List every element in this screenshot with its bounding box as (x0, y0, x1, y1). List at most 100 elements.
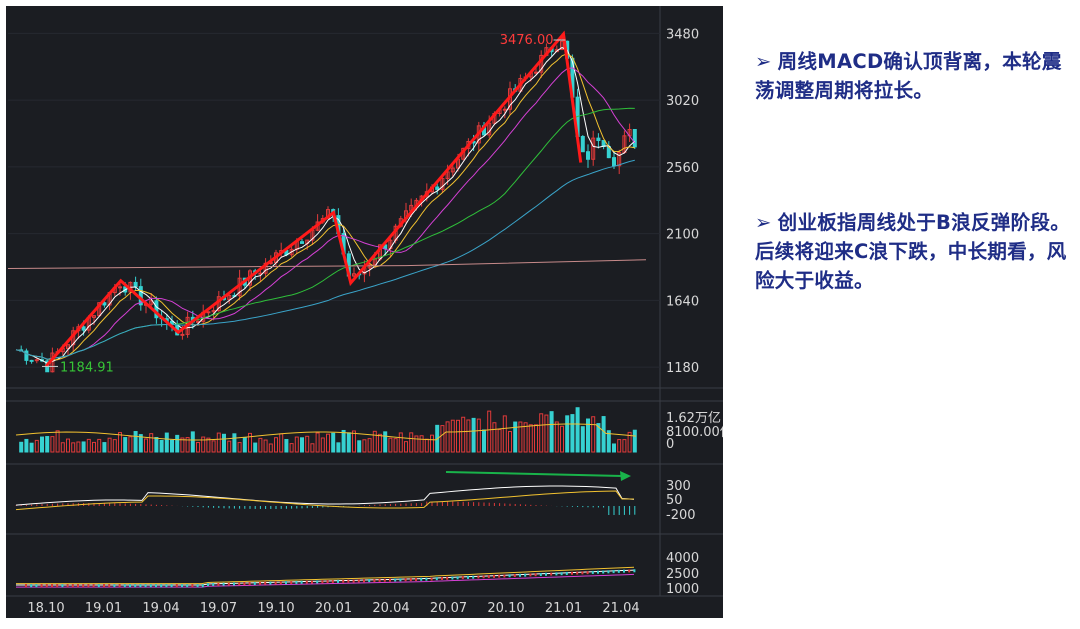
volume-bar (76, 441, 81, 453)
candle-body (617, 151, 622, 167)
volume-bar (206, 437, 211, 453)
volume-bar (352, 430, 356, 453)
macd-dea-line (15, 490, 635, 511)
indicator-mark (311, 580, 313, 584)
volume-bar (159, 439, 164, 453)
indicator-mark (415, 577, 417, 581)
volume-bar (19, 441, 24, 453)
x-tick-label: 20.10 (487, 601, 524, 616)
indicator-mark (602, 570, 605, 574)
volume-bar (601, 416, 606, 453)
volume-bar (138, 434, 143, 453)
volume-bar (66, 438, 70, 453)
volume-bar (622, 439, 627, 453)
volume-bar (482, 429, 486, 453)
volume-bar (118, 432, 122, 453)
volume-bar (34, 439, 39, 453)
volume-bar (497, 429, 502, 453)
volume-bar (29, 442, 34, 453)
indicator-mark (628, 569, 631, 573)
indicator-mark (139, 584, 142, 588)
volume-bar (570, 414, 575, 453)
indicator-mark (264, 581, 267, 585)
indicator-mark (404, 578, 407, 582)
volume-bar (378, 433, 382, 453)
volume-bar (24, 438, 29, 453)
indicator-mark (186, 584, 189, 588)
volume-bar (492, 422, 497, 453)
indicator-mark (472, 575, 475, 579)
indicator-mark (238, 582, 241, 586)
indicator-mark (56, 584, 59, 588)
indicator-tick-label: 2500 (666, 567, 699, 582)
volume-bar (248, 432, 252, 453)
volume-bar (123, 437, 128, 453)
indicator-candles (25, 569, 636, 588)
candle-body (81, 326, 86, 331)
indicator-mark (123, 584, 126, 588)
indicator-mark (201, 584, 204, 588)
volume-bar (440, 425, 445, 453)
volume-bar (456, 419, 460, 453)
volume-bar (617, 439, 622, 453)
indicator-mark (87, 584, 90, 588)
indicator-mark (529, 573, 532, 577)
indicator-mark (253, 581, 256, 585)
indicator-mark (300, 580, 303, 584)
volume-bar (253, 442, 258, 453)
volume-bar (357, 440, 362, 453)
indicator-mark (571, 571, 573, 575)
volume-bar (107, 437, 112, 453)
indicator-mark (586, 571, 589, 575)
volume-bar (372, 430, 377, 453)
y-tick-label: 2560 (666, 161, 699, 176)
volume-bar (544, 414, 549, 453)
volume-bar (71, 442, 76, 453)
divergence-arrow-line (445, 471, 623, 477)
volume-bar (289, 443, 294, 453)
volume-bar (55, 430, 60, 453)
volume-bar (294, 436, 299, 453)
indicator-mark (66, 584, 69, 588)
volume-bar (404, 441, 408, 453)
indicator-mark (212, 583, 215, 587)
volume-bar (534, 424, 538, 453)
volume-ma-line (15, 423, 637, 441)
volume-bar (320, 437, 325, 453)
indicator-mark (420, 577, 423, 581)
volume-bar (196, 442, 200, 453)
volume-bar (414, 435, 419, 453)
indicator-mark (196, 584, 199, 588)
indicator-mark (326, 580, 329, 584)
volume-tick-label: 0 (666, 437, 674, 452)
indicator-mark (118, 584, 121, 588)
y-tick-label: 2100 (666, 228, 699, 243)
ma-line-white (15, 46, 636, 364)
indicator-mark (451, 576, 454, 580)
indicator-mark (612, 570, 615, 574)
indicator-mark (274, 581, 277, 585)
volume-bar (112, 439, 117, 453)
indicator-mark (259, 581, 261, 585)
indicator-mark (92, 584, 95, 588)
volume-bar (341, 429, 346, 453)
indicator-mark (227, 582, 230, 586)
volume-tick-label: 1.62万亿 (666, 411, 721, 426)
volume-bar (346, 432, 351, 453)
volume-bar (513, 421, 518, 453)
volume-bar (227, 440, 232, 453)
volume-bar (102, 442, 107, 453)
indicator-mark (545, 572, 547, 576)
indicator-mark (435, 577, 438, 581)
volume-bar (331, 432, 336, 453)
indicator-mark (425, 577, 428, 581)
candle-body (596, 137, 601, 142)
x-tick-label: 19.10 (257, 601, 294, 616)
candle-body (154, 300, 159, 319)
volume-bar (586, 418, 590, 453)
indicator-mark (51, 584, 53, 588)
volume-bar (430, 434, 434, 453)
volume-bar (242, 437, 247, 453)
candle-body (180, 333, 185, 336)
indicator-mark (61, 584, 64, 588)
